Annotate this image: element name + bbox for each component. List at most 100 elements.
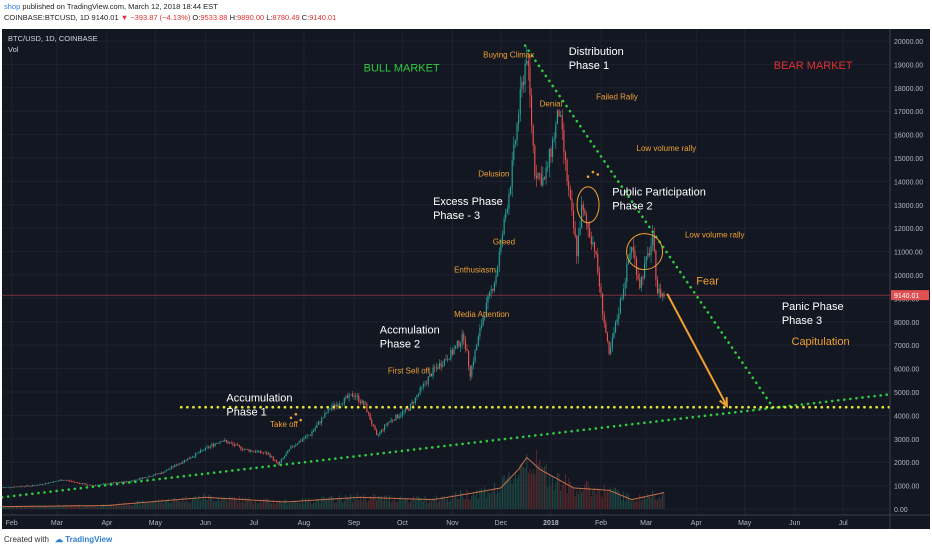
volume-bar [264, 499, 266, 509]
last-price-tag-label: 9140.01 [894, 293, 919, 300]
volume-bar [355, 499, 357, 509]
candle-body [219, 441, 221, 444]
candle-body [216, 443, 218, 444]
volume-bar [211, 496, 213, 509]
volume-bar [384, 495, 386, 509]
candle-body [322, 417, 324, 418]
volume-bar [240, 502, 242, 509]
volume-bar [293, 501, 295, 509]
volume-bar [563, 482, 565, 509]
candle-body [574, 227, 576, 237]
tradingview-logo-icon[interactable]: ☁ TradingView [55, 535, 113, 544]
candle-body [64, 480, 66, 481]
candle-body [12, 486, 14, 488]
volume-bar [356, 493, 358, 509]
y-tick-label: 14000.00 [894, 179, 923, 186]
candle-body [631, 247, 633, 253]
volume-bar [637, 501, 639, 509]
volume-bar [487, 492, 489, 509]
volume-bar [69, 506, 71, 509]
candle-body [553, 138, 555, 140]
volume-bar [382, 500, 384, 509]
volume-bar [471, 496, 473, 509]
volume-bar [447, 498, 449, 509]
candle-body [316, 424, 318, 428]
price-chart[interactable]: BULL MARKET BEAR MARKET Buying Climax Distr… [2, 29, 930, 529]
candle-body [396, 414, 399, 418]
candle-body [112, 482, 114, 484]
candle-body [603, 314, 605, 324]
volume-bar [506, 477, 508, 509]
volume-bar [229, 496, 231, 509]
x-tick-label: Jul [249, 520, 258, 527]
volume-bar [300, 503, 302, 509]
candle-body [634, 250, 636, 259]
volume-bar [104, 506, 106, 509]
candle-body [230, 442, 232, 444]
candle-body [200, 450, 202, 453]
volume-bar [58, 505, 60, 509]
x-axis: Feb Mar Apr May Jun Jul Aug Sep Oct Nov Dec 2018 Feb… [2, 514, 930, 527]
candle-body [36, 485, 39, 486]
volume-bar [187, 501, 189, 509]
chart-panel[interactable]: BULL MARKET BEAR MARKET Buying Climax Distr… [2, 29, 930, 529]
candle-body [193, 456, 195, 458]
candle-body [109, 482, 111, 484]
candle-body [492, 289, 494, 291]
candle-body [576, 236, 578, 257]
volume-bar [53, 507, 55, 509]
candle-body [340, 404, 342, 405]
volume-bar [2, 507, 3, 509]
footer: Created with ☁ TradingView [0, 530, 932, 550]
candle-body [650, 245, 652, 256]
candle-body [584, 210, 586, 215]
candle-body [201, 450, 203, 451]
volume-bar [183, 502, 185, 509]
candle-body [237, 444, 239, 446]
candle-body [324, 412, 326, 418]
candle-body [379, 431, 381, 435]
candle-body [582, 204, 584, 211]
orange-dot [586, 175, 590, 179]
volume-bar [172, 498, 174, 509]
volume-bar [266, 497, 268, 509]
candle-body [30, 486, 32, 487]
candle-body [253, 451, 255, 453]
volume-bar [405, 498, 407, 509]
volume-bar [179, 501, 181, 509]
x-tick-label: Mar [640, 520, 653, 527]
volume-bar [74, 505, 76, 509]
volume-bar [290, 502, 292, 509]
candle-body [656, 279, 659, 294]
candle-body [242, 449, 244, 450]
candle-body [589, 228, 591, 237]
orange-dot [289, 416, 293, 420]
volume-bar [458, 498, 460, 509]
author-link[interactable]: shop [4, 2, 21, 11]
candle-body [468, 350, 470, 367]
volume-bar [371, 497, 373, 509]
candle-body [225, 440, 227, 442]
candle-body [521, 81, 523, 89]
candle-body [211, 444, 213, 447]
candle-body [540, 174, 542, 186]
candle-body [104, 483, 106, 485]
candle-body [51, 482, 53, 483]
y-axis: 0.00 1000.00 2000.00 3000.00 4000.00 5000.00 6… [889, 29, 929, 529]
candle-body [558, 110, 560, 117]
volume-bar [217, 498, 219, 509]
volume-bar [80, 506, 82, 509]
candle-body [542, 177, 544, 186]
volume-bar [340, 498, 342, 509]
volume-bar [448, 501, 450, 509]
volume-bar [561, 484, 563, 509]
candle-body [395, 414, 397, 421]
volume-bar [419, 497, 421, 509]
candle-body [510, 187, 512, 195]
candle-body [49, 482, 52, 483]
candle-body [62, 480, 64, 481]
chart-annotation: Public Participation [612, 186, 706, 198]
candle-body [585, 214, 588, 223]
volume-bar [11, 507, 13, 509]
volume-bar [434, 499, 436, 509]
